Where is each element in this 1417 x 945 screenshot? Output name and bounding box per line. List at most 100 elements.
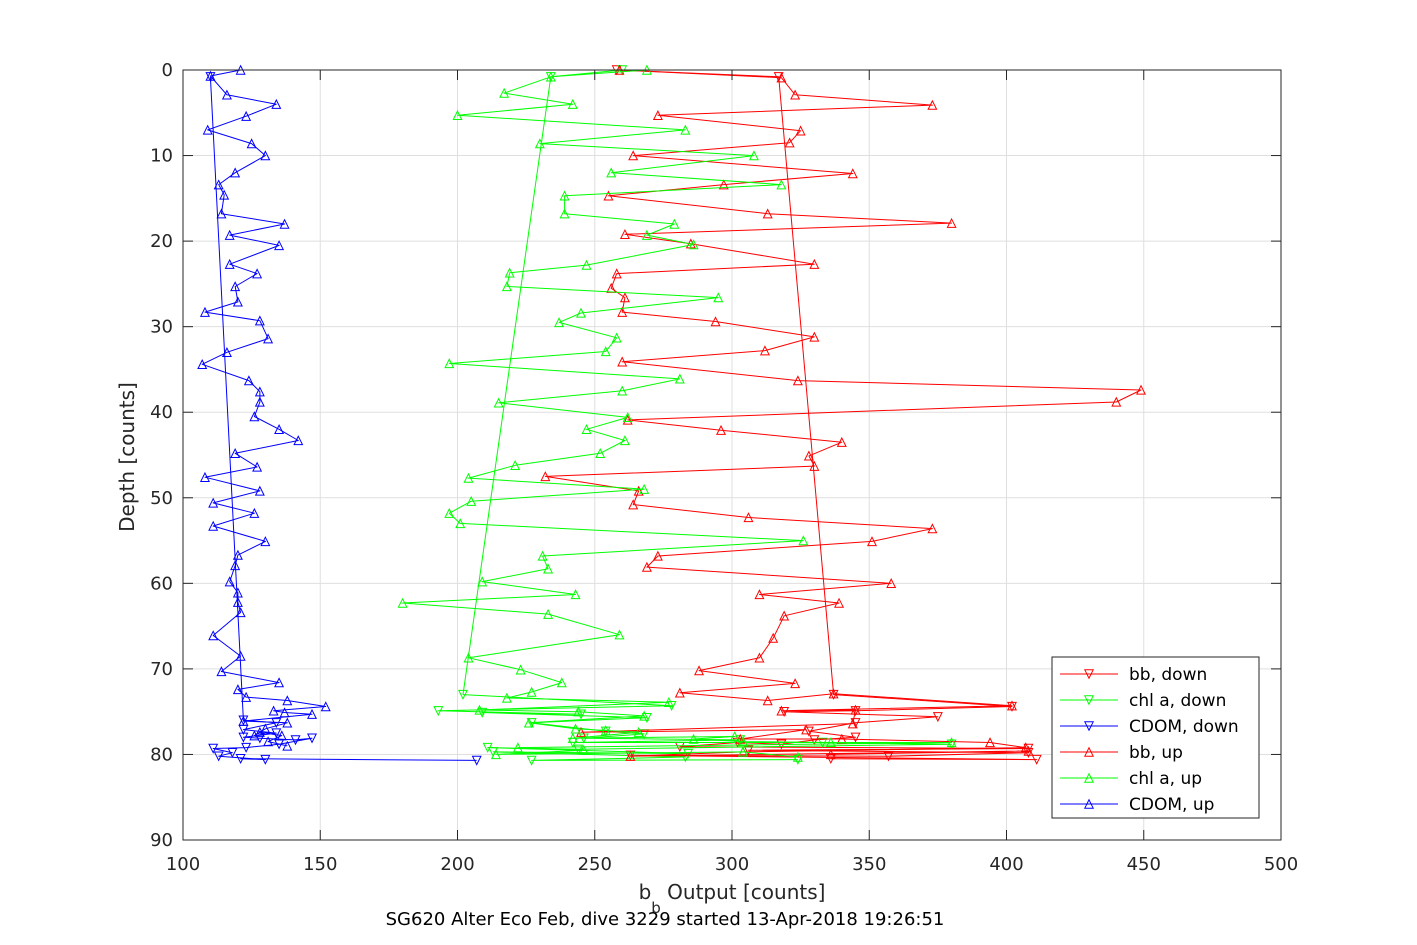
data-point [809,460,820,471]
data-point [639,483,650,494]
data-point [463,652,474,663]
data-point [221,89,232,100]
data-point [776,72,787,83]
data-point [227,748,238,759]
data-point [232,549,243,560]
data-point [268,705,279,716]
data-point [927,523,938,534]
legend-marker [1083,721,1095,732]
data-point [477,576,488,587]
data-point [652,110,663,121]
data-point [652,550,663,561]
data-point [836,436,847,447]
data-point [241,110,252,121]
data-point [581,259,592,270]
data-point [795,125,806,136]
x-tick-label: 150 [303,854,337,875]
data-point [307,733,318,744]
data-point [197,358,208,370]
data-point [230,281,241,292]
data-point [241,742,252,753]
data-point [641,561,652,572]
data-point [927,99,938,110]
legend-label: chl a, up [1129,769,1202,789]
x-tick-label: 100 [166,854,200,875]
data-point [743,512,754,523]
y-tick-label: 20 [150,231,173,252]
data-point [221,347,232,358]
data-point [790,89,801,100]
data-point [803,450,814,461]
x-tick-label: 400 [989,854,1023,875]
x-tick-label: 200 [440,854,474,875]
data-point [784,137,795,148]
data-point [946,217,957,228]
data-point [754,652,765,663]
data-point [779,706,790,717]
x-axis-label: bb Output [counts] [639,880,826,917]
legend-marker [1083,772,1095,783]
data-point [466,495,477,506]
data-point [754,589,765,600]
data-point [611,332,622,343]
data-point [576,307,587,318]
data-point [798,535,809,546]
data-point [619,228,630,239]
data-point [276,730,287,741]
data-point [320,701,331,712]
data-point [477,707,488,718]
data-point [543,608,554,619]
data-point [254,485,265,496]
data-point [455,518,466,529]
series-bb-up [540,64,1147,761]
data-point [260,754,271,765]
data-point [463,472,474,483]
data-point [543,563,554,574]
data-point [581,424,592,435]
data-point [249,507,260,518]
x-tick-label: 250 [578,854,612,875]
data-point [737,736,748,747]
data-point [748,150,759,161]
data-point [534,138,545,149]
data-point [274,677,285,688]
x-tick-label: 500 [1264,854,1298,875]
data-point [433,706,444,717]
data-point [809,735,820,746]
data-point [619,435,630,446]
data-point [688,239,699,250]
data-point [567,98,578,109]
data-point [556,677,567,688]
data-point [540,471,551,482]
y-tick-label: 80 [150,744,173,765]
data-point [1111,396,1122,407]
series-line [201,69,327,747]
data-point [254,726,265,737]
data-point [600,725,611,736]
data-point [559,208,570,219]
data-point [883,751,894,762]
data-point [595,447,606,458]
data-point [1006,700,1017,711]
legend-entry: CDOM, up [1060,795,1214,815]
data-point [576,709,587,720]
data-point [263,736,274,747]
data-point [834,597,845,608]
legend-label: bb, down [1129,665,1207,685]
legend-marker [1083,669,1095,680]
data-point [274,240,285,251]
data-point [271,728,282,739]
data-point [208,630,219,641]
data-point [238,732,249,743]
data-point [836,733,847,744]
data-point [573,706,584,717]
data-point [729,731,740,742]
data-point [985,737,996,748]
data-point [219,189,230,200]
data-point [628,150,639,161]
data-point [523,717,534,728]
data-point [716,424,727,435]
data-point [847,168,858,179]
data-point [578,744,589,755]
data-point [633,726,644,737]
